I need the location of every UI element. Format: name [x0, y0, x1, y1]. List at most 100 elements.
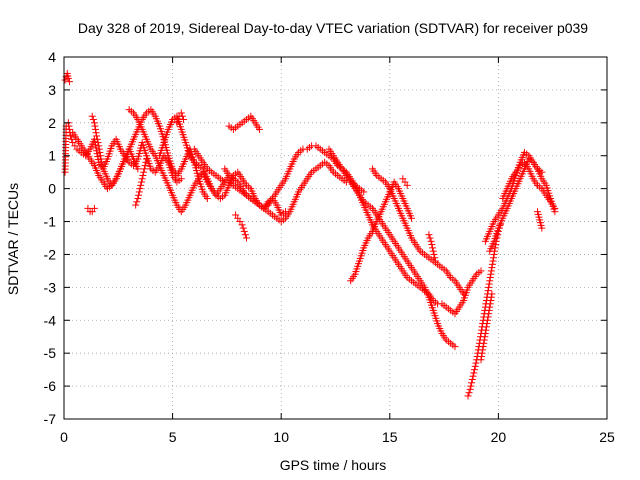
- chart-title: Day 328 of 2019, Sidereal Day-to-day VTE…: [78, 20, 588, 36]
- data-point: [480, 336, 488, 344]
- data-point: [489, 257, 497, 265]
- data-point: [490, 254, 498, 262]
- data-point: [242, 234, 250, 242]
- data-point: [429, 244, 437, 252]
- data-point: [173, 119, 181, 127]
- data-point: [91, 122, 99, 130]
- data-point: [470, 369, 478, 377]
- data-point: [482, 323, 490, 331]
- data-point: [487, 267, 495, 275]
- data-point: [143, 155, 151, 163]
- data-point: [95, 145, 103, 153]
- data-point: [431, 254, 439, 262]
- data-point: [469, 372, 477, 380]
- data-point: [488, 290, 496, 298]
- data-point: [485, 280, 493, 288]
- data-point: [97, 155, 105, 163]
- data-point: [468, 376, 476, 384]
- data-point: [428, 241, 436, 249]
- data-point: [178, 112, 186, 120]
- data-point: [138, 175, 146, 183]
- data-point: [479, 343, 487, 351]
- data-point: [484, 287, 492, 295]
- data-point: [89, 116, 97, 124]
- data-point: [486, 273, 494, 281]
- data-point: [65, 125, 73, 133]
- data-point: [98, 158, 106, 166]
- data-point: [484, 316, 492, 324]
- data-point: [431, 257, 439, 265]
- y-tick-labels: 4 3 2 1 0 -1 -2 -3 -4 -5 -6 -7: [44, 49, 57, 427]
- data-point: [490, 250, 498, 258]
- y-tick-label: 1: [48, 148, 56, 164]
- data-point: [488, 264, 496, 272]
- data-point: [98, 162, 106, 170]
- data-point: [525, 155, 533, 163]
- y-tick-label: -4: [44, 312, 57, 328]
- x-tick-label: 10: [273, 429, 289, 445]
- data-point: [95, 142, 103, 150]
- data-point: [477, 267, 485, 275]
- data-point: [466, 385, 474, 393]
- data-point: [426, 234, 434, 242]
- data-point: [471, 366, 479, 374]
- data-point: [480, 339, 488, 347]
- x-axis-title: GPS time / hours: [280, 457, 387, 473]
- data-point: [96, 152, 104, 160]
- data-point: [140, 168, 148, 176]
- data-point: [429, 247, 437, 255]
- data-point: [485, 310, 493, 318]
- data-point: [140, 165, 148, 173]
- y-tick-label: -3: [44, 279, 57, 295]
- y-axis-title: SDTVAR / TECUs: [5, 183, 21, 295]
- data-point: [478, 349, 486, 357]
- data-point: [408, 214, 416, 222]
- x-tick-label: 15: [382, 429, 398, 445]
- data-point: [486, 303, 494, 311]
- data-point: [135, 191, 143, 199]
- x-tick-label: 0: [60, 429, 68, 445]
- data-point: [427, 237, 435, 245]
- data-point: [487, 270, 495, 278]
- data-point: [96, 148, 104, 156]
- data-point: [464, 392, 472, 400]
- data-point: [137, 178, 145, 186]
- data-point: [92, 129, 100, 137]
- data-point: [142, 158, 150, 166]
- data-point: [551, 204, 559, 212]
- data-point: [93, 135, 101, 143]
- data-point: [472, 359, 480, 367]
- data-point: [139, 171, 147, 179]
- data-point: [481, 333, 489, 341]
- data-point: [64, 74, 72, 82]
- data-point: [135, 188, 143, 196]
- data-point: [91, 125, 99, 133]
- data-point: [65, 78, 73, 86]
- data-point: [479, 346, 487, 354]
- data-point: [141, 162, 149, 170]
- data-point: [93, 132, 101, 140]
- data-point: [134, 195, 142, 203]
- data-point: [484, 313, 492, 321]
- data-point: [65, 122, 73, 130]
- data-point: [132, 201, 140, 209]
- data-point: [481, 329, 489, 337]
- y-tick-label: 2: [48, 115, 56, 131]
- data-point: [491, 244, 499, 252]
- x-tick-label: 5: [169, 429, 177, 445]
- data-point: [468, 379, 476, 387]
- data-point: [360, 188, 368, 196]
- data-point: [478, 352, 486, 360]
- data-point: [451, 343, 459, 351]
- data-point: [137, 181, 145, 189]
- y-tick-label: 4: [48, 49, 56, 65]
- data-point: [177, 175, 185, 183]
- data-point: [88, 112, 96, 120]
- data-point: [483, 320, 491, 328]
- data-point: [477, 356, 485, 364]
- data-point: [487, 293, 495, 301]
- data-point: [403, 181, 411, 189]
- data-point: [485, 306, 493, 314]
